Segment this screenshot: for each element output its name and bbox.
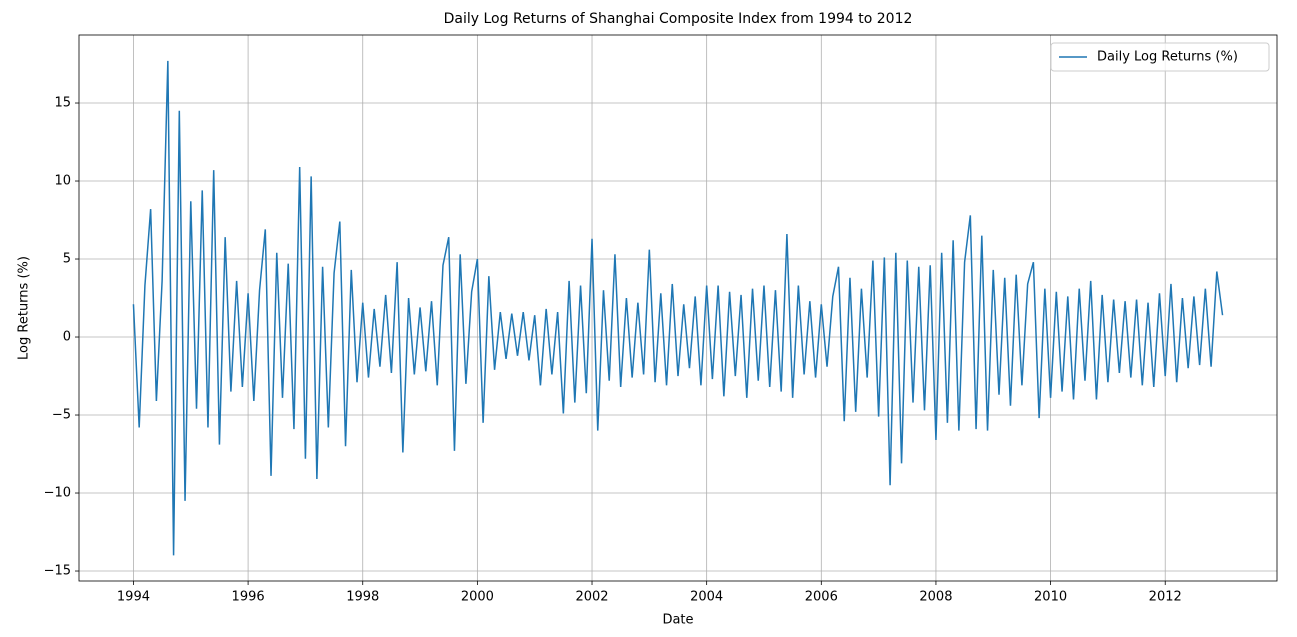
y-tick-label: −10 [44, 486, 71, 501]
y-tick-label: −5 [52, 408, 71, 423]
y-tick-label: 15 [54, 96, 71, 111]
x-axis-label: Date [662, 613, 693, 628]
y-tick-label: 10 [54, 174, 71, 189]
x-tick-label: 1994 [117, 590, 150, 605]
x-tick-label: 1996 [232, 590, 265, 605]
x-tick-label: 2010 [1034, 590, 1067, 605]
y-axis-label: Log Returns (%) [17, 256, 32, 360]
x-tick-label: 2002 [575, 590, 608, 605]
x-tick-label: 1998 [346, 590, 379, 605]
legend-box [1050, 42, 1270, 72]
chart-title: Daily Log Returns of Shanghai Composite … [444, 11, 913, 27]
data-line [132, 60, 1224, 556]
x-tick-label: 2004 [690, 590, 723, 605]
y-tick-label: −15 [44, 564, 71, 579]
legend-label: Daily Log Returns (%) [1097, 50, 1238, 65]
x-tick-label: 2012 [1149, 590, 1182, 605]
x-tick-label: 2006 [805, 590, 838, 605]
x-tick-label: 2008 [919, 590, 952, 605]
plot-frame [78, 34, 1278, 582]
y-tick-label: 0 [63, 330, 71, 345]
y-tick-label: 5 [63, 252, 71, 267]
x-tick-label: 2000 [461, 590, 494, 605]
